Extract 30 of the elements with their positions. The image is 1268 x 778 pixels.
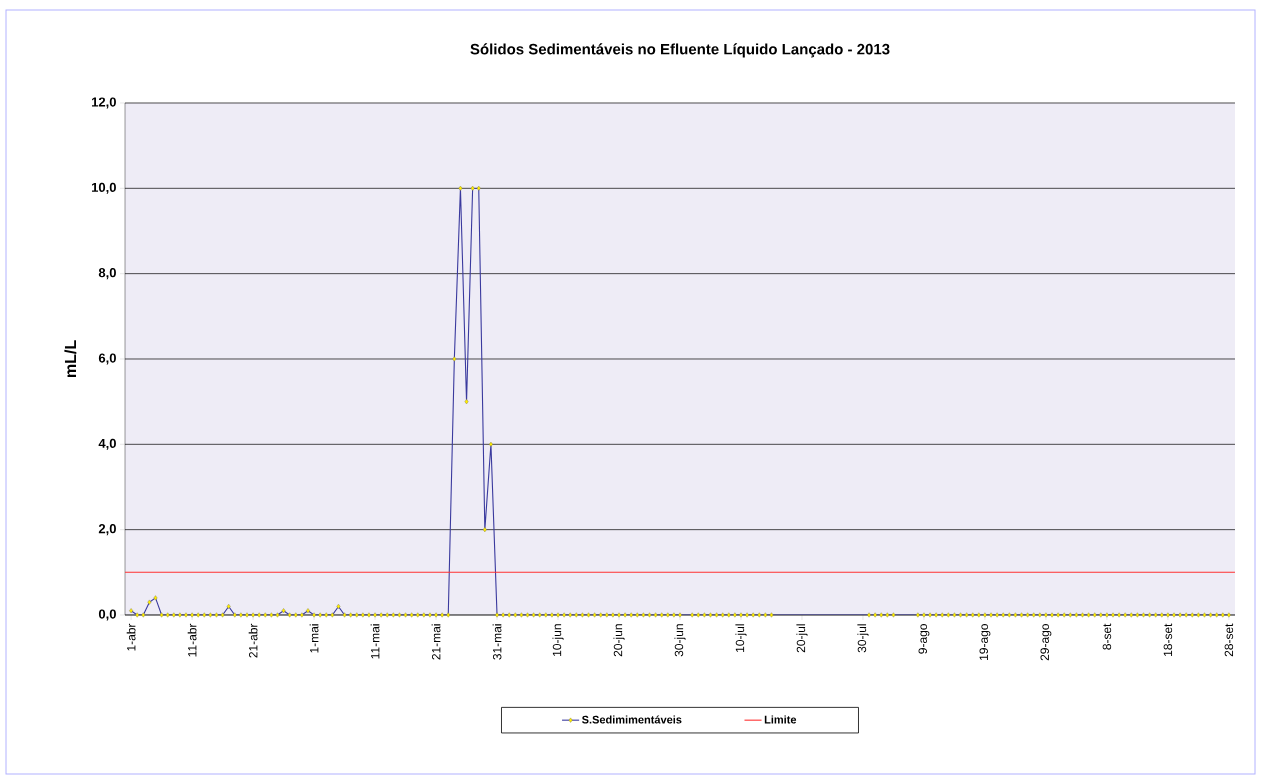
x-tick-label: 10-jul [735, 624, 747, 652]
x-tick-label: 18-set [1163, 623, 1173, 656]
x-tick-label: 9-ago [918, 624, 930, 654]
y-tick-label: 0,0 [98, 609, 116, 621]
legend-label: Limite [764, 715, 797, 724]
y-tick-label: 12,0 [91, 97, 116, 109]
x-tick-label: 20-jul [796, 624, 808, 653]
x-tick-label: 10-jun [552, 624, 564, 656]
x-tick-label: 28-set [1224, 623, 1234, 657]
y-tick-label: 6,0 [98, 353, 116, 365]
chart-title: Sólidos Sedimentáveis no Efluente Líquido Lançado - 2013 [470, 43, 890, 58]
y-tick-label: 4,0 [98, 438, 116, 450]
x-tick-label: 21-abr [248, 623, 258, 658]
x-tick-label: 1-mai [309, 624, 319, 653]
x-tick-label: 8-set [1102, 623, 1112, 650]
x-tick-label: 1-abr [126, 623, 136, 651]
x-tick-label: 30-jul [857, 624, 869, 653]
y-tick-label: 2,0 [98, 524, 116, 536]
legend-label: S.Sedimimentáveis [581, 715, 682, 724]
x-tick-label: 29-ago [1040, 624, 1052, 661]
x-tick-label: 31-mai [492, 624, 502, 660]
x-tick-label: 20-jun [613, 624, 625, 657]
x-tick-label: 21-mai [431, 624, 441, 660]
x-tick-label: 30-jun [674, 624, 686, 657]
y-tick-label: 8,0 [98, 268, 116, 280]
x-tick-label: 11-mai [370, 624, 380, 659]
x-tick-label: 19-ago [979, 624, 991, 660]
x-tick-label: 11-abr [187, 623, 197, 657]
y-tick-label: 10,0 [91, 182, 116, 194]
y-axis-title: mL/L [64, 340, 77, 378]
